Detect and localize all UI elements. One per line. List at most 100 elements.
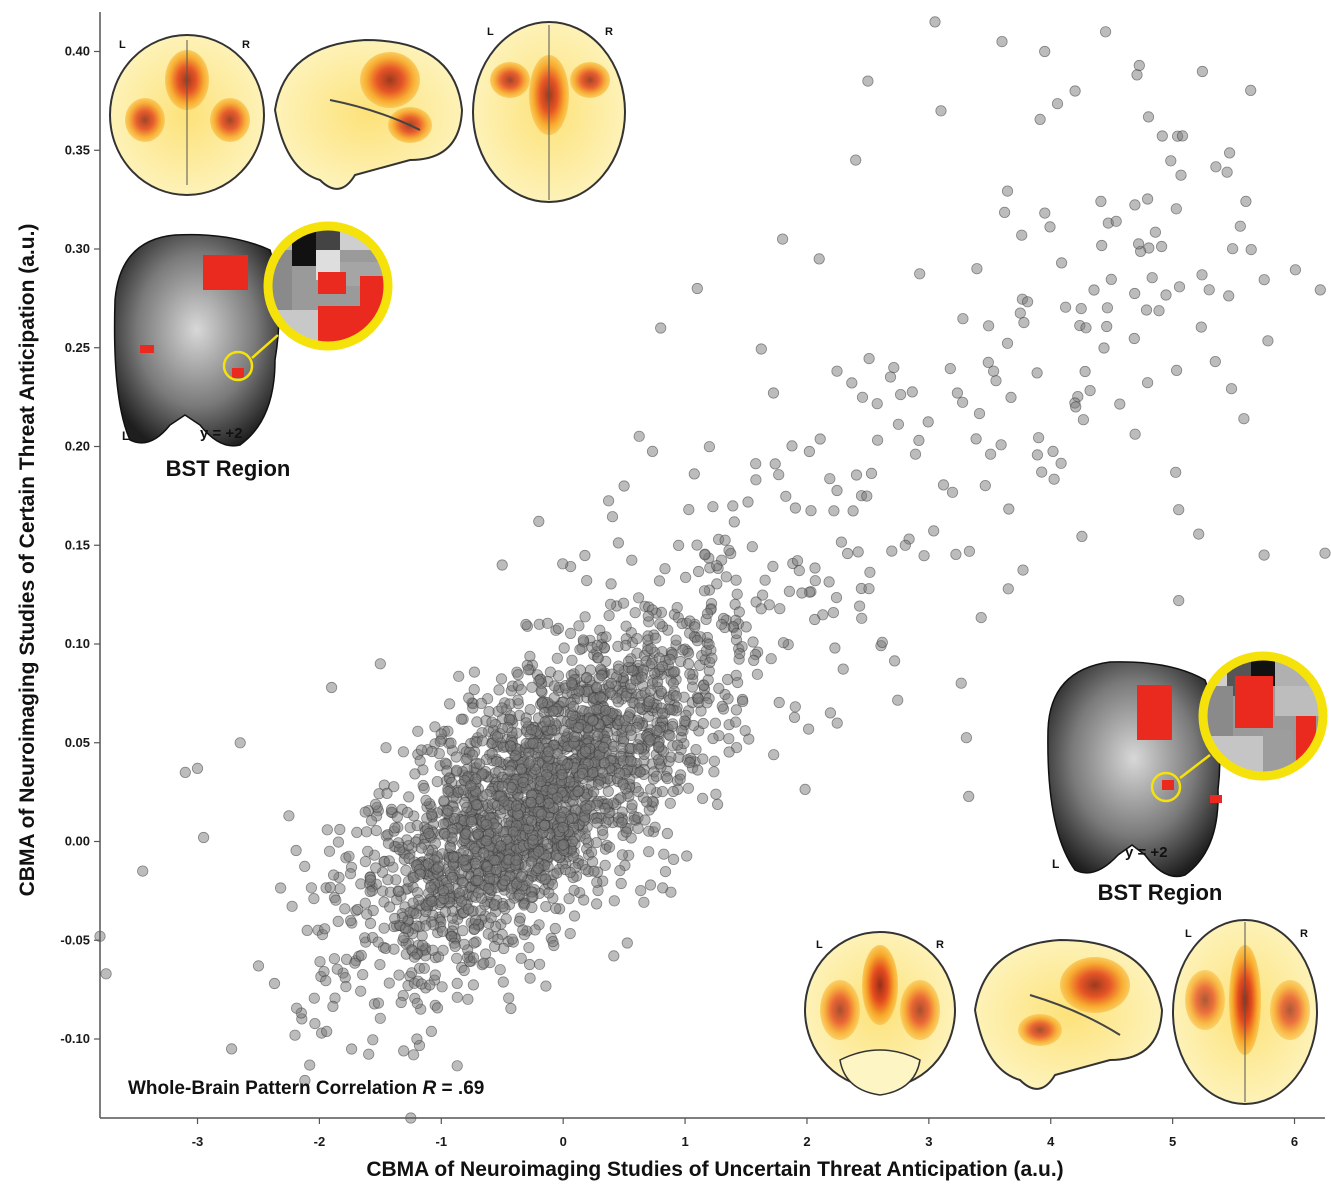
scatter-point: [885, 372, 895, 382]
scatter-point: [645, 735, 655, 745]
scatter-point: [815, 434, 825, 444]
scatter-point: [394, 970, 404, 980]
scatter-point: [790, 503, 800, 513]
x-tick-label: 4: [1047, 1134, 1055, 1149]
scatter-point: [857, 613, 867, 623]
scatter-point: [1197, 270, 1207, 280]
scatter-point: [689, 469, 699, 479]
scatter-point: [1018, 565, 1028, 575]
scatter-point: [923, 417, 933, 427]
scatter-point: [1171, 204, 1181, 214]
scatter-point: [1143, 112, 1153, 122]
scatter-point: [665, 731, 675, 741]
scatter-point: [472, 717, 482, 727]
scatter-point: [381, 743, 391, 753]
scatter-point: [500, 875, 510, 885]
scatter-point: [1076, 303, 1086, 313]
scatter-point: [518, 925, 528, 935]
scatter-point: [427, 809, 437, 819]
scatter-point: [618, 598, 628, 608]
scatter-point: [1259, 275, 1269, 285]
glass-brain-sagittal-bottom: [975, 940, 1162, 1089]
scatter-point: [556, 813, 566, 823]
scatter-point: [999, 207, 1009, 217]
scatter-point: [568, 701, 578, 711]
scatter-point: [692, 636, 702, 646]
scatter-point: [573, 786, 583, 796]
scatter-point: [375, 959, 385, 969]
scatter-point: [592, 818, 602, 828]
scatter-point: [494, 685, 504, 695]
scatter-point: [534, 959, 544, 969]
scatter-point: [392, 812, 402, 822]
scatter-point: [864, 584, 874, 594]
scatter-point: [1224, 291, 1234, 301]
scatter-point: [360, 807, 370, 817]
scatter-point: [326, 682, 336, 692]
scatter-point: [593, 731, 603, 741]
scatter-point: [1035, 114, 1045, 124]
scatter-point: [743, 497, 753, 507]
scatter-point: [1166, 156, 1176, 166]
scatter-point: [438, 945, 448, 955]
scatter-point: [1102, 321, 1112, 331]
scatter-point: [345, 915, 355, 925]
scatter-point: [1070, 86, 1080, 96]
scatter-point: [637, 672, 647, 682]
scatter-point: [496, 674, 506, 684]
scatter-point: [657, 708, 667, 718]
scatter-point: [416, 843, 426, 853]
scatter-point: [847, 378, 857, 388]
y-tick-label: 0.10: [65, 636, 90, 651]
scatter-point: [328, 1001, 338, 1011]
scatter-point: [430, 970, 440, 980]
scatter-point: [398, 747, 408, 757]
scatter-point: [541, 901, 551, 911]
scatter-point: [810, 563, 820, 573]
scatter-point: [452, 992, 462, 1002]
scatter-point: [614, 664, 624, 674]
scatter-point: [645, 784, 655, 794]
scatter-point: [976, 612, 986, 622]
scatter-point: [466, 817, 476, 827]
scatter-point: [483, 929, 493, 939]
scatter-point: [549, 693, 559, 703]
scatter-point: [1246, 244, 1256, 254]
scatter-point: [328, 870, 338, 880]
scatter-point: [574, 621, 584, 631]
scatter-point: [848, 506, 858, 516]
scatter-point: [452, 953, 462, 963]
scatter-point: [1032, 368, 1042, 378]
scatter-point: [770, 459, 780, 469]
scatter-point: [692, 283, 702, 293]
scatter-point: [1263, 336, 1273, 346]
scatter-point: [711, 789, 721, 799]
scatter-point: [789, 712, 799, 722]
scatter-point: [662, 773, 672, 783]
scatter-point: [565, 867, 575, 877]
scatter-point: [1004, 504, 1014, 514]
x-tick-label: 3: [925, 1134, 932, 1149]
scatter-point: [486, 913, 496, 923]
scatter-point: [964, 791, 974, 801]
scatter-point: [887, 546, 897, 556]
scatter-point: [665, 798, 675, 808]
scatter-point: [1171, 365, 1181, 375]
scatter-point: [806, 506, 816, 516]
scatter-point: [1132, 70, 1142, 80]
scatter-point: [633, 823, 643, 833]
scatter-point: [832, 485, 842, 495]
scatter-point: [800, 784, 810, 794]
scatter-point: [309, 893, 319, 903]
scatter-point: [613, 641, 623, 651]
scatter-point: [893, 695, 903, 705]
scatter-point: [394, 886, 404, 896]
scatter-point: [588, 716, 598, 726]
scatter-point: [1040, 208, 1050, 218]
scatter-point: [469, 924, 479, 934]
scatter-point: [496, 841, 506, 851]
scatter-point: [698, 754, 708, 764]
y-tick-label: 0.20: [65, 439, 90, 454]
scatter-point: [427, 746, 437, 756]
scatter-point: [652, 677, 662, 687]
